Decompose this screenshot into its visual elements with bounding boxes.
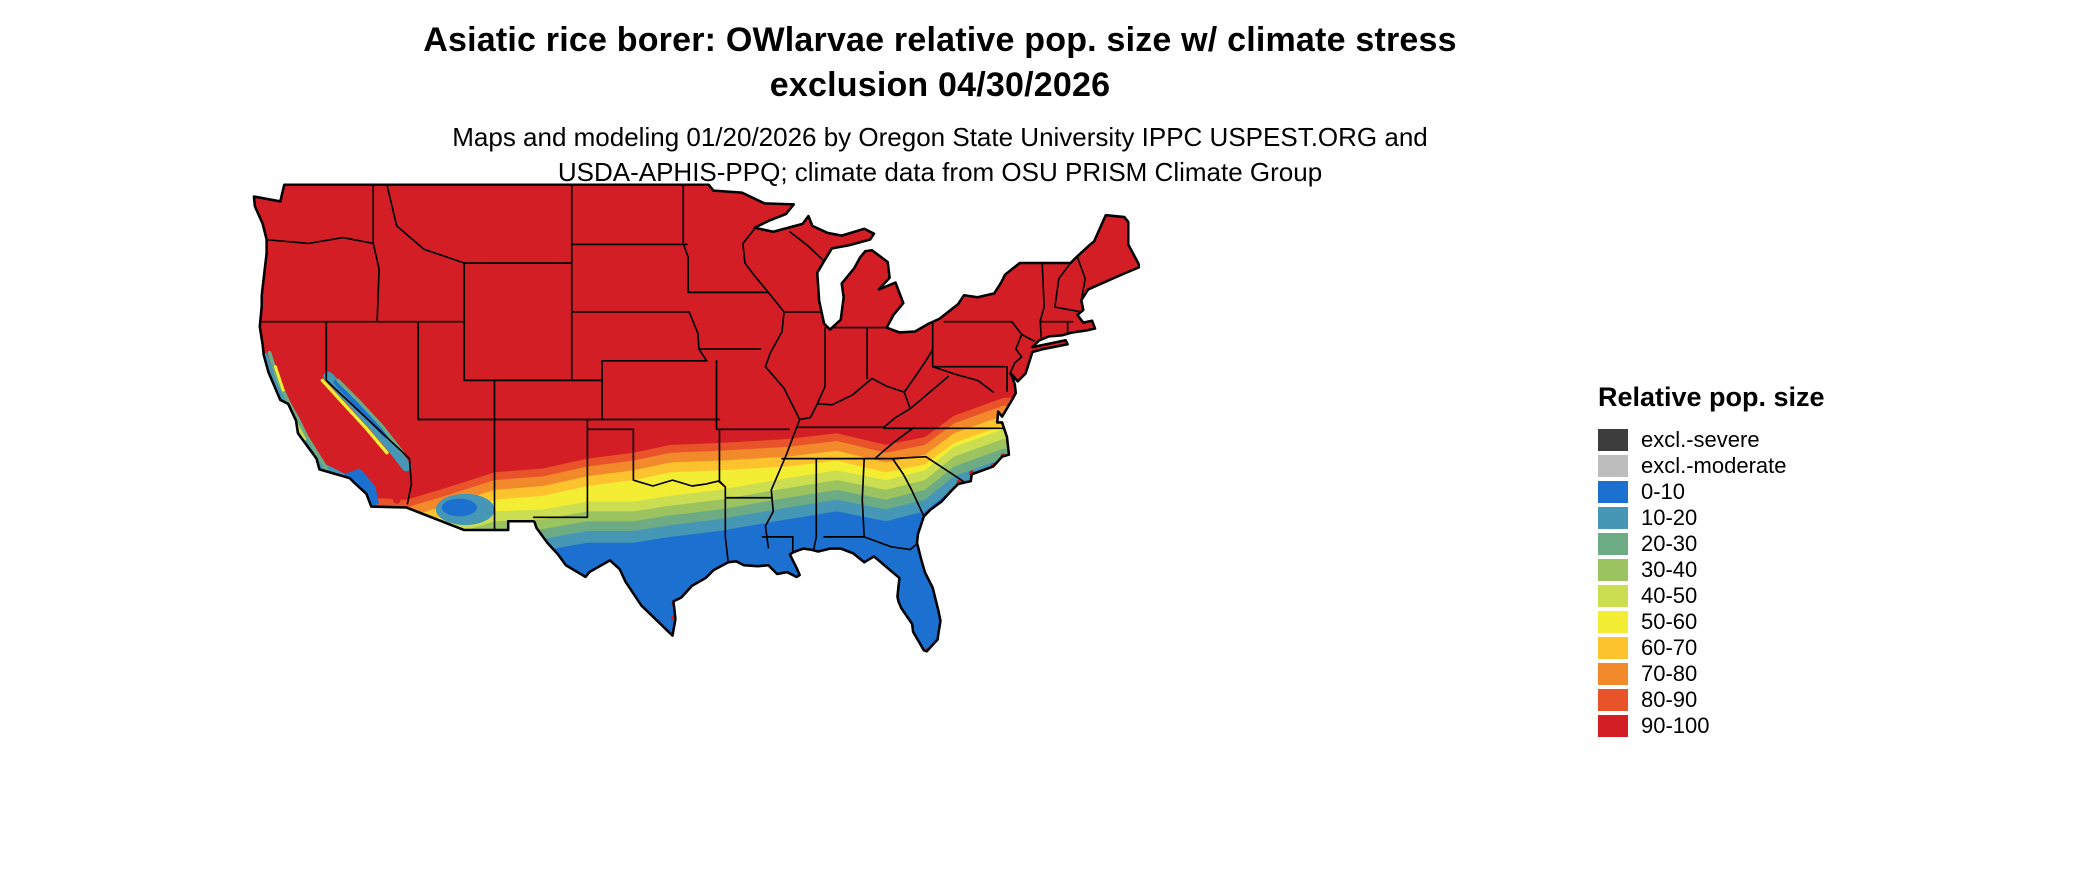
legend-label: 80-90 [1641, 687, 1698, 712]
legend-swatch-60-70 [1598, 637, 1628, 659]
map-subtitle: Maps and modeling 01/20/2026 by Oregon S… [0, 120, 1880, 190]
map-subtitle-line1: Maps and modeling 01/20/2026 by Oregon S… [452, 122, 1428, 152]
legend-label: 40-50 [1641, 583, 1698, 608]
legend-title: Relative pop. size [1598, 382, 1825, 412]
map-title-line1: Asiatic rice borer: OWlarvae relative po… [423, 21, 1457, 59]
socal-desert-red-1 [381, 482, 393, 494]
us-map-svg [252, 183, 1140, 653]
legend-label: 0-10 [1641, 479, 1686, 504]
us-population-map [250, 172, 1140, 667]
legend-item: 10-20 [1598, 505, 1928, 531]
legend-label: 60-70 [1641, 635, 1698, 660]
us-outline [252, 183, 1140, 653]
legend-item: excl.-moderate [1598, 453, 1928, 479]
state-borders [261, 184, 1087, 564]
legend: Relative pop. size excl.-severe excl.-mo… [1598, 382, 1928, 739]
legend-label: 50-60 [1641, 609, 1698, 634]
legend-item: 50-60 [1598, 609, 1928, 635]
legend-label: 20-30 [1641, 531, 1698, 556]
legend-item: 70-80 [1598, 661, 1928, 687]
ca-coast-range-green [267, 351, 329, 471]
ca-coast-range-yellow-1 [273, 365, 285, 392]
legend-swatch-80-90 [1598, 689, 1628, 711]
legend-swatch-50-60 [1598, 611, 1628, 633]
map-title-line2: exclusion 04/30/2026 [769, 66, 1111, 104]
legend-label: 70-80 [1641, 661, 1698, 686]
sierra-nevada-yellow-fringe [320, 378, 389, 455]
map-subtitle-line2: USDA-APHIS-PPQ; climate data from OSU PR… [557, 157, 1323, 187]
legend-label: excl.-moderate [1641, 453, 1787, 478]
socal-desert-red-2 [392, 495, 401, 504]
legend-item: 20-30 [1598, 531, 1928, 557]
az-south-blue-pocket [441, 498, 477, 517]
legend-item: excl.-severe [1598, 427, 1928, 453]
sierra-nevada-green-fringe [336, 378, 405, 455]
legend-swatch-90-100 [1598, 715, 1628, 737]
map-title: Asiatic rice borer: OWlarvae relative po… [0, 18, 1880, 108]
legend-item: 30-40 [1598, 557, 1928, 583]
legend-label: 90-100 [1641, 713, 1710, 738]
legend-swatch-40-50 [1598, 585, 1628, 607]
legend-item: 40-50 [1598, 583, 1928, 609]
legend-swatch-excl-severe [1598, 429, 1628, 451]
legend-swatch-20-30 [1598, 533, 1628, 555]
legend-swatch-excl-moderate [1598, 455, 1628, 477]
legend-item: 90-100 [1598, 713, 1928, 739]
legend-swatch-0-10 [1598, 481, 1628, 503]
legend-swatch-30-40 [1598, 559, 1628, 581]
legend-label: excl.-severe [1641, 427, 1760, 452]
legend-item: 80-90 [1598, 687, 1928, 713]
legend-item: 0-10 [1598, 479, 1928, 505]
legend-item: 60-70 [1598, 635, 1928, 661]
legend-label: 10-20 [1641, 505, 1698, 530]
legend-swatch-70-80 [1598, 663, 1628, 685]
legend-swatch-10-20 [1598, 507, 1628, 529]
legend-label: 30-40 [1641, 557, 1698, 582]
sierra-nevada-blue-core [333, 379, 388, 438]
